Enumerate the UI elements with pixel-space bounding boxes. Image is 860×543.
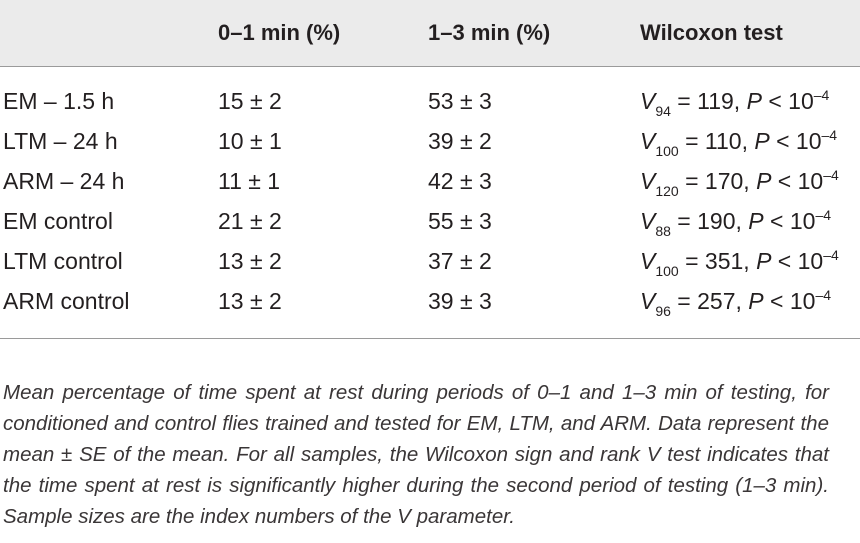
row-label: ARM control [3,288,130,314]
table-row: EM control 21 ± 2 55 ± 3 V88 = 190, P < 10–… [0,206,860,246]
column-header-wilcoxon-test: Wilcoxon test [640,20,783,45]
table-bottom-rule [0,338,860,339]
p-symbol: P [756,248,772,274]
cell-1-3-min: 53 ± 3 [428,88,492,114]
v-symbol: V [640,88,656,114]
p-exponent: –4 [821,127,838,143]
column-header-0-1-min: 0–1 min (%) [218,20,341,45]
cell-0-1-min: 15 ± 2 [218,88,282,114]
p-relation: < 10 [769,128,822,154]
p-exponent: –4 [823,167,839,183]
v-symbol: V [640,288,656,314]
p-exponent: –4 [815,207,832,223]
v-value: = 351, [678,248,757,274]
cell-wilcoxon-test: V100 = 351, P < 10–4 [640,246,839,279]
cell-1-3-min: 37 ± 2 [428,248,492,274]
table-header: 0–1 min (%) 1–3 min (%) Wilcoxon test [0,0,860,66]
cell-0-1-min: 21 ± 2 [218,208,282,234]
p-exponent: –4 [815,287,832,303]
p-symbol: P [748,208,764,234]
cell-wilcoxon-test: V96 = 257, P < 10–4 [640,286,831,319]
p-relation: < 10 [761,88,814,114]
p-relation: < 10 [763,288,816,314]
v-value: = 257, [670,288,749,314]
p-exponent: –4 [823,247,839,263]
p-relation: < 10 [763,208,816,234]
table-row: LTM control 13 ± 2 37 ± 2 V100 = 351, P < 1… [0,246,860,286]
table-row: LTM – 24 h 10 ± 1 39 ± 2 V100 = 110, P < 10… [0,126,860,166]
v-symbol: V [640,248,656,274]
p-symbol: P [756,168,772,194]
p-symbol: P [748,288,764,314]
v-symbol: V [640,208,656,234]
header-rule [0,66,860,67]
row-label: EM control [3,208,113,234]
table-row: ARM control 13 ± 2 39 ± 3 V96 = 257, P < 10… [0,286,860,326]
row-label: ARM – 24 h [3,168,125,194]
row-label: LTM – 24 h [3,128,118,154]
v-index: 100 [655,143,679,159]
cell-1-3-min: 39 ± 2 [428,128,492,154]
column-header-1-3-min: 1–3 min (%) [428,20,551,45]
table-row: ARM – 24 h 11 ± 1 42 ± 3 V120 = 170, P < 10… [0,166,860,206]
cell-wilcoxon-test: V120 = 170, P < 10–4 [640,166,839,199]
table-caption: Mean percentage of time spent at rest du… [3,380,829,528]
v-value: = 170, [678,168,757,194]
cell-wilcoxon-test: V94 = 119, P < 10–4 [640,86,829,119]
cell-wilcoxon-test: V100 = 110, P < 10–4 [640,126,837,159]
v-index: 94 [655,103,671,119]
cell-0-1-min: 11 ± 1 [218,168,281,194]
v-index: 100 [655,263,679,279]
p-exponent: –4 [813,87,830,103]
cell-0-1-min: 10 ± 1 [218,128,282,154]
cell-0-1-min: 13 ± 2 [218,248,282,274]
v-symbol: V [640,128,656,154]
v-index: 96 [655,303,671,319]
table-row: EM – 1.5 h 15 ± 2 53 ± 3 V94 = 119, P < 10–… [0,86,860,126]
v-value: = 190, [670,208,749,234]
cell-1-3-min: 42 ± 3 [428,168,492,194]
v-symbol: V [640,168,656,194]
cell-1-3-min: 39 ± 3 [428,288,492,314]
p-symbol: P [754,128,770,154]
p-relation: < 10 [771,248,824,274]
v-value: = 110, [678,128,755,154]
cell-1-3-min: 55 ± 3 [428,208,492,234]
cell-0-1-min: 13 ± 2 [218,288,282,314]
row-label: LTM control [3,248,123,274]
v-value: = 119, [670,88,747,114]
p-symbol: P [746,88,762,114]
v-index: 120 [655,183,679,199]
row-label: EM – 1.5 h [3,88,115,114]
cell-wilcoxon-test: V88 = 190, P < 10–4 [640,206,831,239]
v-index: 88 [655,223,671,239]
p-relation: < 10 [771,168,824,194]
